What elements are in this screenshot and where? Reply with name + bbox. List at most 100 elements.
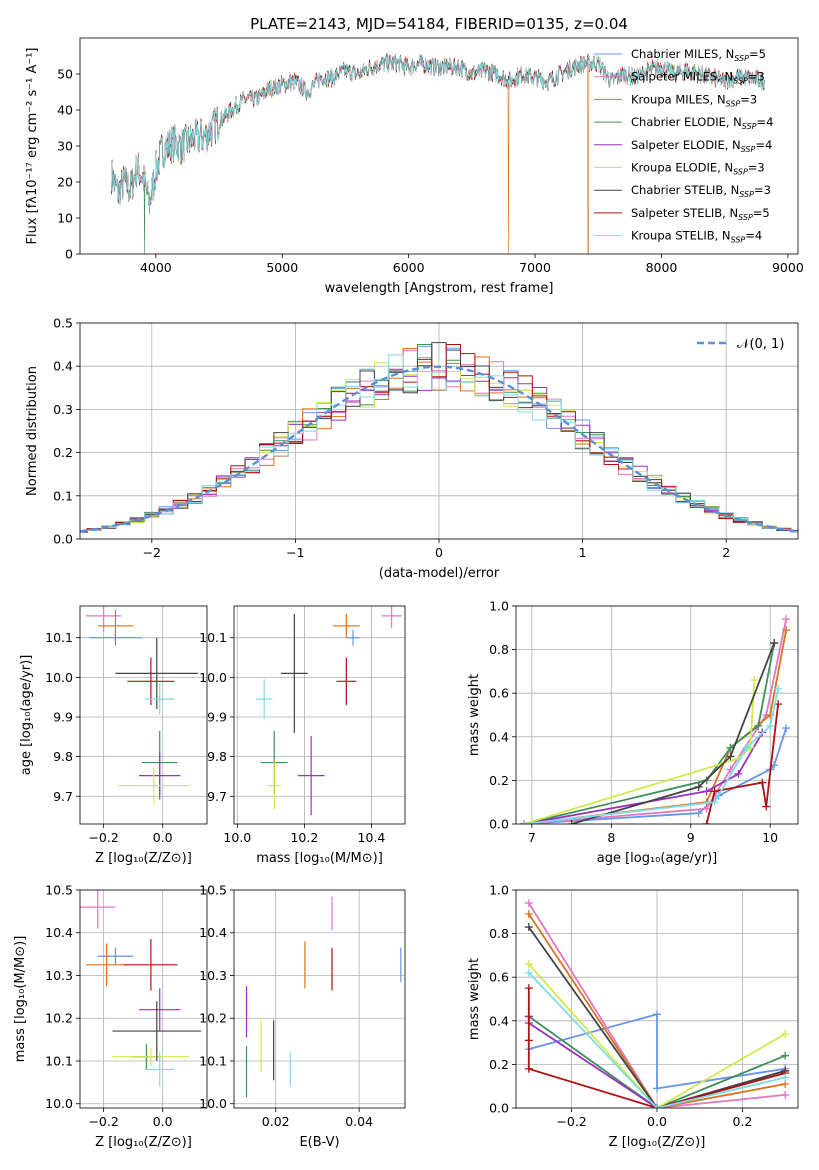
axes-frame: [515, 889, 799, 1109]
series-marker: [770, 639, 779, 648]
mass_vs_Z-panel: −0.2 0.0 10.0 10.1 10.2 10.3 10.4 10.5 Z [log₁₀(…: [13, 883, 208, 1150]
axes-frame: [79, 37, 799, 255]
y-tick-label: 10.0: [199, 1096, 227, 1111]
legend-entry: Salpeter STELIB, NSSP=5: [631, 206, 770, 222]
y-tick-label: 10.2: [199, 1011, 227, 1026]
errorbars: [245, 896, 402, 1098]
x-tick-label: 8000: [646, 260, 678, 275]
histogram-series: [80, 344, 798, 533]
residuals-panel: −2 −1 0 1 2 0.0 0.1 0.2 0.3 0.4 0.5 (data-model)/er…: [25, 316, 799, 581]
series-marker: [734, 769, 743, 778]
x-tick-label: 6000: [393, 260, 425, 275]
axes-frame: [79, 605, 208, 825]
series-line: [528, 926, 786, 1108]
y-tick-label: 0.4: [489, 729, 509, 744]
x-tick-label: 8: [607, 830, 615, 845]
series-marker: [782, 615, 791, 624]
x-axis-label: mass [log₁₀(M/M⊙)]: [256, 851, 383, 866]
x-tick-label: 9: [687, 830, 695, 845]
y-tick-label: 10.0: [45, 670, 73, 685]
series-marker: [782, 724, 791, 733]
legend-entry: Chabrier STELIB, NSSP=3: [631, 183, 771, 199]
y-axis-label: Flux [fλ10⁻¹⁷ erg cm⁻² s⁻¹ A⁻¹]: [25, 48, 40, 245]
legend-entry: Kroupa STELIB, NSSP=4: [631, 229, 762, 245]
y-tick-label: 0.3: [53, 402, 73, 417]
x-tick-label: 4000: [140, 260, 172, 275]
series-marker: [754, 721, 763, 730]
legend-entry: Chabrier MILES, NSSP=5: [631, 47, 766, 63]
y-tick-label: 10.1: [45, 1053, 73, 1068]
x-tick-label: 5000: [266, 260, 298, 275]
series-lines: [519, 615, 791, 824]
series-marker: [781, 1090, 790, 1099]
legend-entry: Salpeter MILES, NSSP=3: [631, 70, 765, 86]
x-tick-label: −0.2: [556, 1114, 586, 1129]
series-marker: [710, 787, 719, 796]
series-marker: [774, 684, 783, 693]
series-marker: [653, 1104, 661, 1108]
x-tick-label: 9000: [772, 260, 804, 275]
y-tick-label: 0.4: [53, 359, 73, 374]
massweight_vs_Z-panel: −0.2 0.0 0.2 0.0 0.2 0.4 0.6 0.8 1.0 Z [log₁₀(Z/Z…: [467, 883, 799, 1150]
series-line: [523, 680, 756, 824]
series-marker: [653, 1010, 661, 1019]
series-line: [571, 642, 776, 824]
series-marker: [524, 1064, 533, 1073]
y-tick-label: 40: [57, 103, 73, 118]
y-tick-label: 9.8: [53, 749, 73, 764]
spectrum-line: [111, 54, 766, 254]
series-marker: [726, 752, 735, 761]
chart-title: PLATE=2143, MJD=54184, FIBERID=0135, z=0…: [250, 15, 628, 33]
x-tick-label: 10.0: [223, 830, 251, 845]
series-marker: [524, 960, 533, 969]
y-tick-label: 0.2: [489, 773, 509, 788]
y-tick-label: 0.0: [489, 1101, 509, 1116]
x-tick-label: 0: [435, 545, 443, 560]
y-tick-label: 0.2: [53, 445, 73, 460]
series-marker: [653, 1084, 661, 1093]
y-tick-label: 0.5: [53, 316, 73, 331]
legend-entry: Kroupa MILES, NSSP=3: [631, 92, 757, 108]
series-line: [528, 972, 786, 1108]
legend-entry: 𝒩(0, 1): [737, 337, 784, 352]
y-tick-label: 20: [57, 175, 73, 190]
series-marker: [524, 909, 533, 918]
y-tick-label: 10.5: [45, 883, 73, 898]
y-tick-label: 1.0: [489, 883, 509, 898]
series-marker: [702, 787, 711, 796]
x-axis-label: E(B-V): [299, 1135, 339, 1150]
series-marker: [524, 923, 533, 932]
series-line: [528, 1015, 786, 1108]
series-line: [523, 629, 787, 824]
y-tick-label: 0.8: [489, 926, 509, 941]
series-marker: [781, 1051, 790, 1060]
legend-entry: Chabrier ELODIE, NSSP=4: [631, 115, 773, 131]
y-tick-label: 0.6: [489, 686, 509, 701]
legend-entry: Kroupa ELODIE, NSSP=3: [631, 161, 765, 177]
y-tick-label: 10.0: [199, 670, 227, 685]
x-tick-label: 0.04: [345, 1114, 373, 1129]
x-axis-label: (data-model)/error: [379, 566, 500, 581]
series-marker: [766, 721, 775, 730]
y-tick-label: 9.7: [53, 789, 73, 804]
series-line: [523, 642, 776, 824]
legend-entry: Salpeter ELODIE, NSSP=4: [631, 138, 772, 154]
y-tick-label: 10.1: [199, 1053, 227, 1068]
spectrum-line: [111, 53, 766, 212]
x-tick-label: 1: [579, 545, 587, 560]
massweight_vs_age-panel: 7 8 9 10 0.0 0.2 0.4 0.6 0.8 1.0 age [log₁₀(age/yr…: [467, 599, 799, 866]
x-tick-label: −1: [286, 545, 304, 560]
x-tick-label: −2: [143, 545, 161, 560]
x-axis-label: Z [log₁₀(Z/Z⊙)]: [95, 1135, 192, 1150]
y-tick-label: 10.3: [199, 968, 227, 983]
axes-frame: [233, 889, 406, 1109]
y-axis-label: Normed distribution: [25, 366, 40, 496]
y-tick-label: 10.2: [45, 1011, 73, 1026]
y-tick-label: 10.0: [45, 1096, 73, 1111]
x-tick-label: 0.2: [733, 1114, 753, 1129]
histograms: [80, 342, 798, 533]
x-axis-label: wavelength [Angstrom, rest frame]: [325, 281, 554, 296]
y-tick-label: 0.0: [53, 532, 73, 547]
series-line: [528, 913, 786, 1108]
